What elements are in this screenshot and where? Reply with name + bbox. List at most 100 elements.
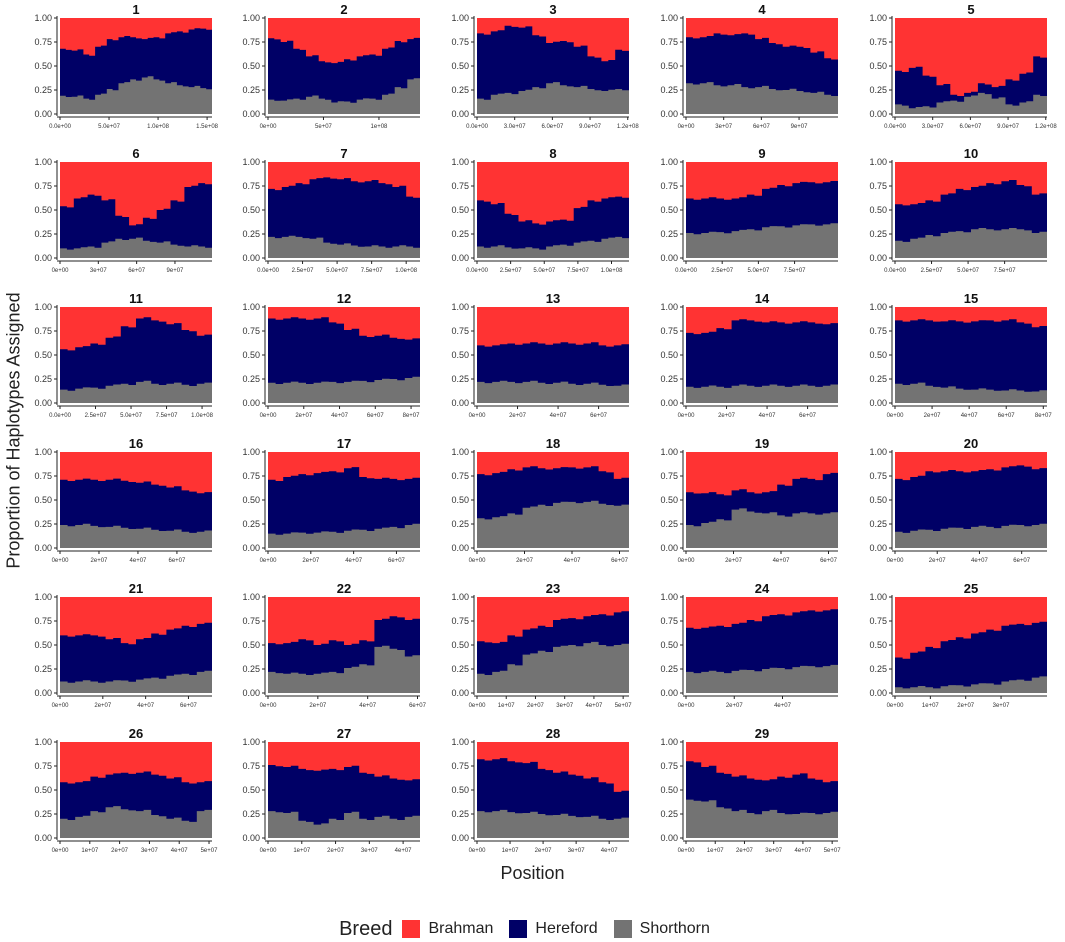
x-tick-label-27-0: 0e+00 [260, 848, 278, 854]
y-tick-label-5-0: 0.00 [869, 109, 887, 119]
y-tick-label-26-1: 0.25 [34, 809, 52, 819]
shorthorn-area-12 [268, 376, 420, 403]
shorthorn-area-14 [686, 384, 838, 403]
panel-title-18: 18 [546, 436, 560, 451]
y-tick-label-14-1: 0.25 [660, 374, 678, 384]
y-tick-label-1-2: 0.50 [34, 61, 52, 71]
panel-title-14: 14 [755, 291, 770, 306]
x-tick-label-12-0: 0e+00 [260, 413, 278, 419]
panel-title-27: 27 [337, 726, 351, 741]
shorthorn-area-28 [477, 809, 629, 838]
y-tick-label-12-2: 0.50 [242, 350, 260, 360]
y-tick-label-26-4: 1.00 [34, 737, 52, 747]
y-tick-label-21-3: 0.75 [34, 616, 52, 626]
x-tick-label-6-1: 3e+07 [90, 268, 108, 274]
x-tick-label-5-0: 0.0e+00 [884, 124, 907, 130]
panel-title-3: 3 [549, 2, 556, 17]
y-tick-label-13-0: 0.00 [451, 398, 469, 408]
y-tick-label-23-1: 0.25 [451, 664, 469, 674]
y-tick-label-25-1: 0.25 [869, 664, 887, 674]
y-tick-label-28-3: 0.75 [451, 761, 469, 771]
y-tick-label-5-3: 0.75 [869, 37, 887, 47]
legend-swatch-brahman [402, 920, 421, 938]
x-tick-label-28-4: 4e+07 [601, 848, 619, 854]
hereford-area-6 [60, 183, 212, 258]
x-tick-label-22-0: 0e+00 [260, 703, 278, 709]
x-tick-label-24-2: 4e+07 [774, 703, 792, 709]
y-tick-label-12-0: 0.00 [242, 398, 260, 408]
x-tick-label-15-2: 4e+07 [961, 413, 979, 419]
y-tick-label-27-3: 0.75 [242, 761, 260, 771]
shorthorn-area-4 [686, 82, 838, 114]
panel-title-29: 29 [755, 726, 769, 741]
y-tick-label-19-1: 0.25 [660, 519, 678, 529]
x-tick-label-17-2: 4e+07 [345, 558, 363, 564]
x-tick-label-12-2: 4e+07 [331, 413, 349, 419]
y-tick-label-1-1: 0.25 [34, 85, 52, 95]
panel-title-13: 13 [546, 291, 560, 306]
x-tick-label-14-3: 6e+07 [799, 413, 817, 419]
y-tick-label-2-4: 1.00 [242, 13, 260, 23]
y-tick-label-24-3: 0.75 [660, 616, 678, 626]
panel-title-10: 10 [964, 146, 978, 161]
x-tick-label-10-3: 7.5e+07 [994, 268, 1017, 274]
x-tick-label-16-0: 0e+00 [52, 558, 70, 564]
y-tick-label-9-4: 1.00 [660, 157, 678, 167]
x-tick-label-5-2: 6.0e+07 [959, 124, 982, 130]
y-tick-label-29-2: 0.50 [660, 785, 678, 795]
y-tick-label-10-0: 0.00 [869, 253, 887, 263]
y-tick-label-9-1: 0.25 [660, 229, 678, 239]
panel-title-26: 26 [129, 726, 143, 741]
y-tick-label-13-3: 0.75 [451, 326, 469, 336]
panel-title-1: 1 [132, 2, 139, 17]
shorthorn-area-9 [686, 223, 838, 258]
y-tick-label-21-2: 0.50 [34, 640, 52, 650]
x-tick-label-13-3: 6e+07 [590, 413, 608, 419]
x-tick-label-25-2: 2e+07 [957, 703, 975, 709]
y-tick-label-25-4: 1.00 [869, 592, 887, 602]
y-tick-label-16-3: 0.75 [34, 471, 52, 481]
panel-25: 25 0.00 0.25 0.50 0.75 1.00 0e+00 1e+07 2e+07 3e+… [869, 581, 1047, 709]
panel-title-5: 5 [967, 2, 974, 17]
x-tick-label-1-2: 1.0e+08 [147, 124, 170, 130]
x-tick-label-26-1: 1e+07 [81, 848, 99, 854]
y-tick-label-16-4: 1.00 [34, 447, 52, 457]
shorthorn-area-1 [60, 76, 212, 114]
panel-26: 26 0.00 0.25 0.50 0.75 1.00 0e+00 1e+07 2e+07 3e+… [34, 726, 218, 854]
shorthorn-area-16 [60, 523, 212, 548]
y-tick-label-14-0: 0.00 [660, 398, 678, 408]
panel-11: 11 0.00 0.25 0.50 0.75 1.00 0.0e+00 2.5e+07 5.0e… [34, 291, 213, 419]
x-tick-label-18-1: 2e+07 [516, 558, 534, 564]
hereford-area-5 [895, 56, 1047, 114]
y-tick-label-17-4: 1.00 [242, 447, 260, 457]
panel-2: 2 0.00 0.25 0.50 0.75 1.00 0e+00 5e+07 1e+08 [242, 2, 420, 130]
legend-swatch-hereford [509, 920, 528, 938]
x-tick-label-29-0: 0e+00 [678, 848, 696, 854]
y-tick-label-19-4: 1.00 [660, 447, 678, 457]
hereford-area-25 [895, 621, 1047, 693]
panel-16: 16 0.00 0.25 0.50 0.75 1.00 0e+00 2e+07 4e+07 6e+… [34, 436, 212, 564]
x-tick-label-5-3: 9.0e+07 [997, 124, 1020, 130]
x-tick-label-5-4: 1.2e+08 [1035, 124, 1058, 130]
y-tick-label-9-0: 0.00 [660, 253, 678, 263]
y-tick-label-13-2: 0.50 [451, 350, 469, 360]
panel-15: 15 0.00 0.25 0.50 0.75 1.00 0e+00 2e+07 4e+07 6e+… [869, 291, 1052, 419]
panel-29: 29 0.00 0.25 0.50 0.75 1.00 0e+00 1e+07 2e+07 3e+… [660, 726, 841, 854]
y-tick-label-16-0: 0.00 [34, 543, 52, 553]
panel-14: 14 0.00 0.25 0.50 0.75 1.00 0e+00 2e+07 4e+07 6e+… [660, 291, 838, 419]
y-tick-label-24-4: 1.00 [660, 592, 678, 602]
y-tick-label-6-0: 0.00 [34, 253, 52, 263]
legend-label-hereford: Hereford [535, 920, 598, 937]
y-tick-label-11-1: 0.25 [34, 374, 52, 384]
panel-title-15: 15 [964, 291, 978, 306]
y-tick-label-21-1: 0.25 [34, 664, 52, 674]
legend-item-hereford: Hereford [509, 920, 598, 938]
panel-17: 17 0.00 0.25 0.50 0.75 1.00 0e+00 2e+07 4e+07 6e+… [242, 436, 420, 564]
y-tick-label-25-0: 0.00 [869, 688, 887, 698]
shorthorn-area-7 [268, 235, 420, 258]
panel-title-22: 22 [337, 581, 351, 596]
y-tick-label-7-4: 1.00 [242, 157, 260, 167]
x-tick-label-10-2: 5.0e+07 [957, 268, 980, 274]
x-tick-label-10-1: 2.5e+07 [921, 268, 944, 274]
y-tick-label-15-1: 0.25 [869, 374, 887, 384]
